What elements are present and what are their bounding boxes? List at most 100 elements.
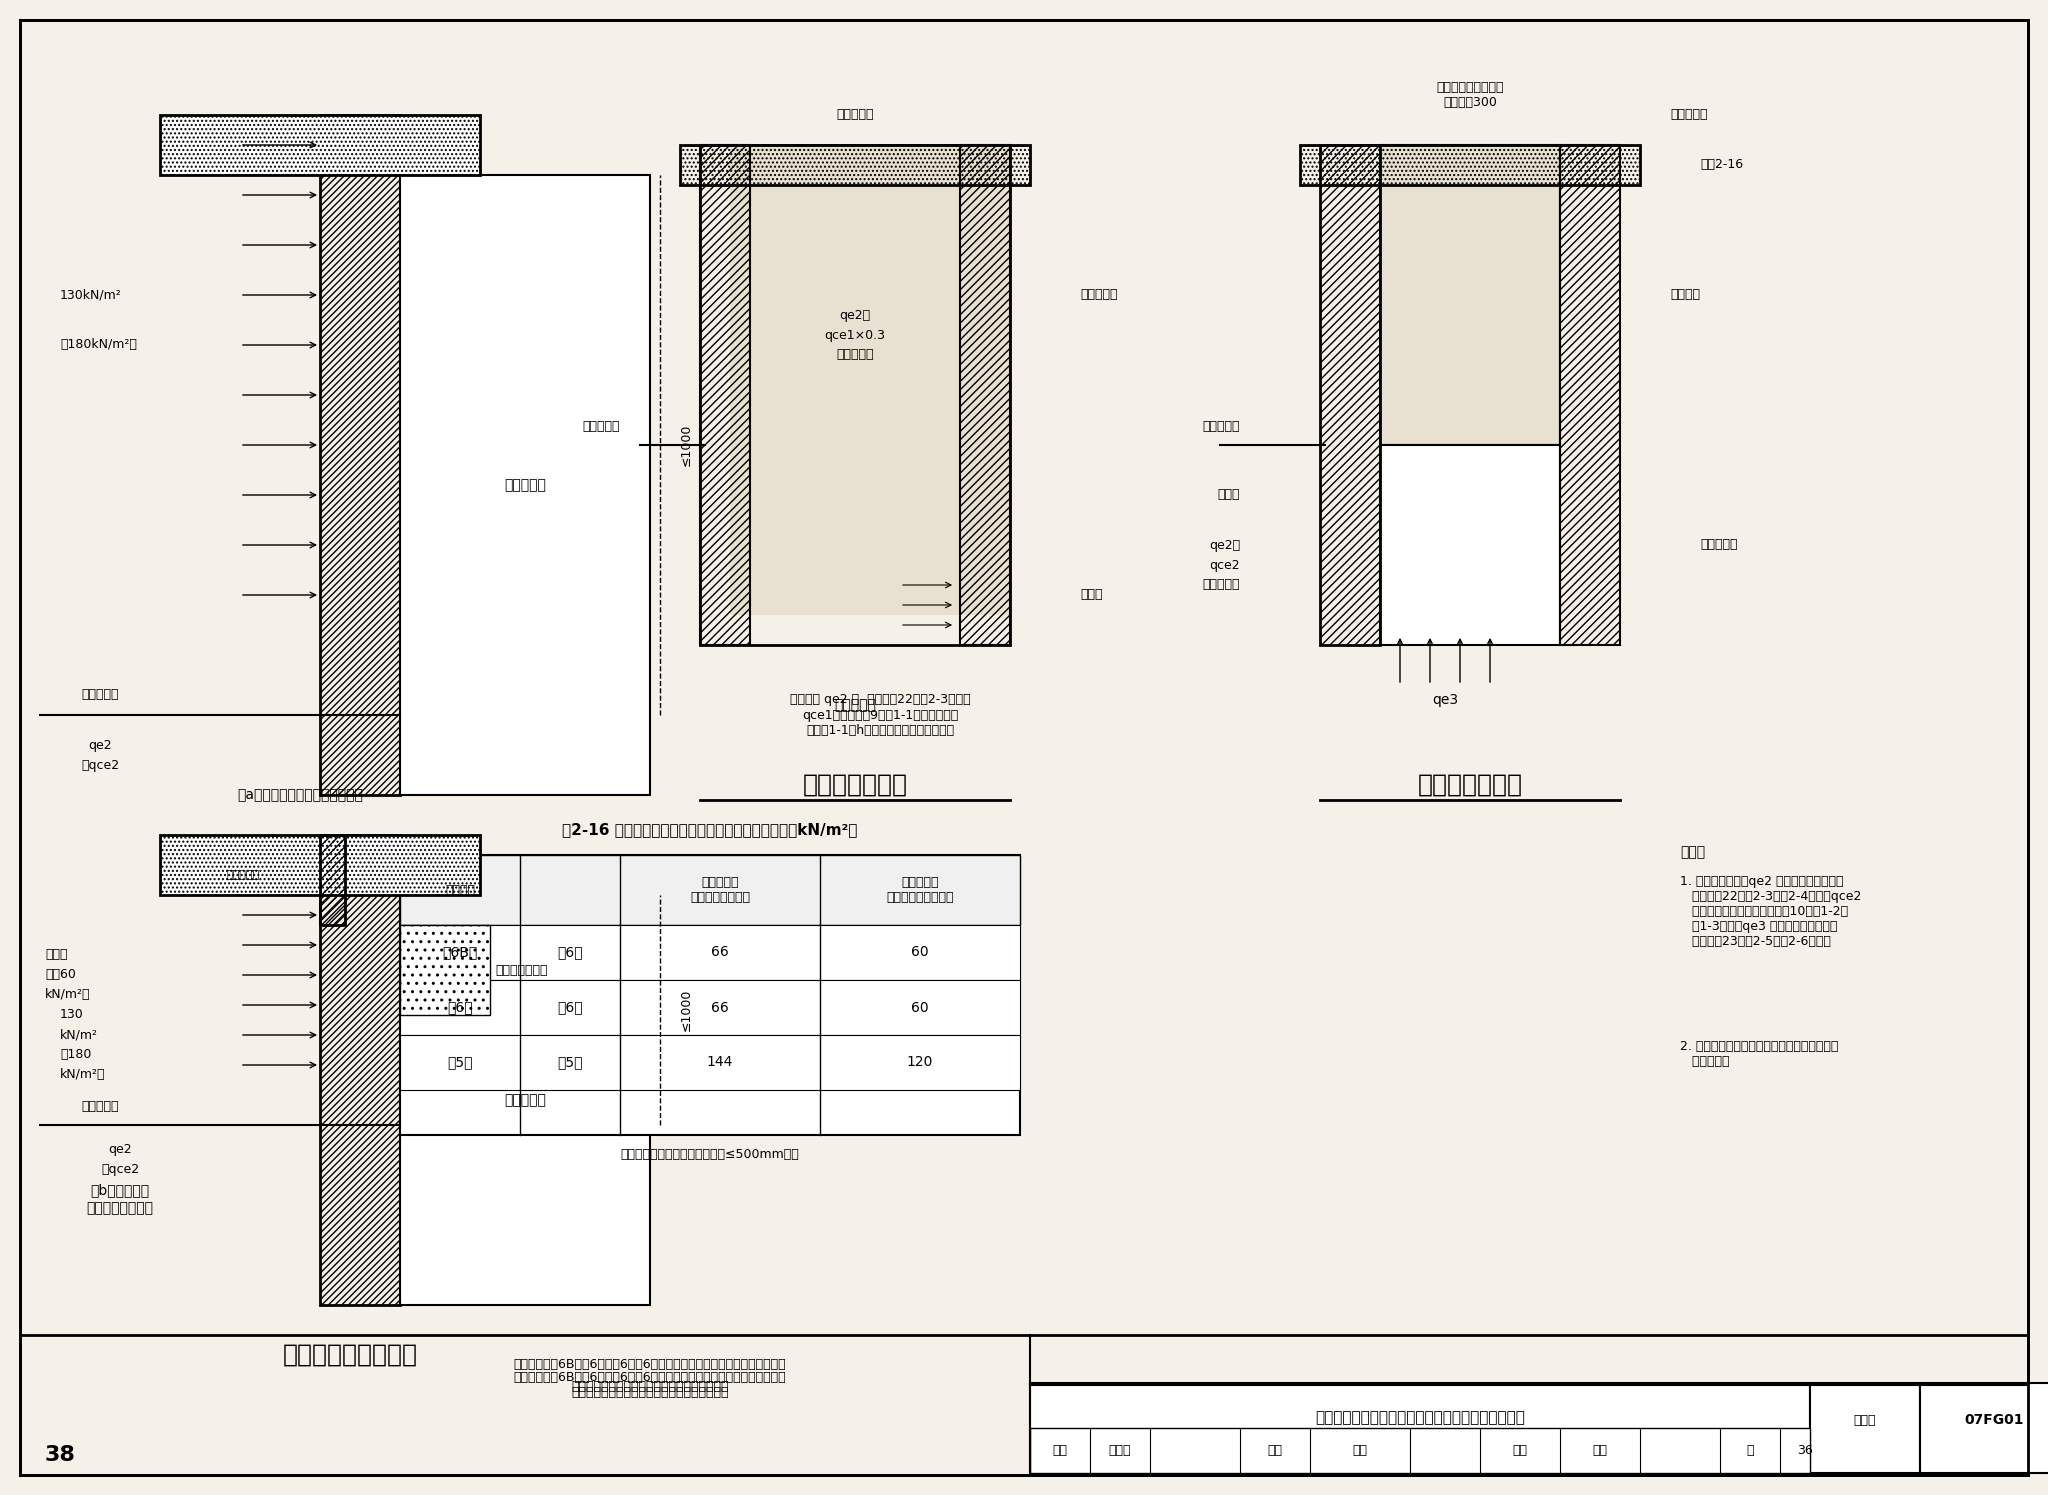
Text: 见表2-16: 见表2-16 bbox=[1700, 158, 1743, 172]
Text: 郭莉: 郭莉 bbox=[1593, 1444, 1608, 1458]
Text: 带＊为常规武器爆炸作用下的等效静荷载标准值: 带＊为常规武器爆炸作用下的等效静荷载标准值 bbox=[571, 1380, 729, 1393]
Bar bbox=[1921, 1383, 2048, 1473]
Text: 防空地下室: 防空地下室 bbox=[504, 478, 547, 492]
Text: 校对: 校对 bbox=[1268, 1444, 1282, 1458]
Text: 防空地下室: 防空地下室 bbox=[1700, 538, 1737, 552]
Text: 120: 120 bbox=[907, 1055, 934, 1069]
Bar bbox=[680, 145, 1030, 185]
Bar bbox=[1030, 1428, 1810, 1473]
Text: 注：图中 qe2 按  本图集第22页表2-3采用，
qce1按本图集第9页表1-1中数值采用，
此时表1-1中h取挡窗板中心处填土深度。: 注：图中 qe2 按 本图集第22页表2-3采用， qce1按本图集第9页表1-… bbox=[791, 694, 971, 737]
Text: 防护挡窗板: 防护挡窗板 bbox=[227, 870, 260, 881]
Bar bbox=[729, 145, 1010, 614]
Text: 战时半填土窗井: 战时半填土窗井 bbox=[1417, 773, 1522, 797]
Bar bbox=[319, 836, 344, 925]
Text: 负向动: 负向动 bbox=[45, 948, 68, 961]
Text: 常5级: 常5级 bbox=[557, 1055, 584, 1069]
Text: 或180: 或180 bbox=[59, 1048, 92, 1061]
Bar bbox=[1030, 1383, 1810, 1473]
Text: 反力60: 反力60 bbox=[45, 969, 76, 982]
Text: 高出地平面的采光窗: 高出地平面的采光窗 bbox=[283, 1343, 418, 1366]
Text: 临战时填土: 临战时填土 bbox=[1669, 109, 1708, 121]
Text: 表2-16 通风采光窗井盖板的垂直等效静荷载标准值（kN/m²）: 表2-16 通风采光窗井盖板的垂直等效静荷载标准值（kN/m²） bbox=[563, 822, 858, 837]
Text: 审核: 审核 bbox=[1053, 1444, 1067, 1458]
Text: 萧蒹: 萧蒹 bbox=[1352, 1444, 1368, 1458]
Text: 66: 66 bbox=[711, 1000, 729, 1015]
Text: 等效静荷载示意图: 等效静荷载示意图 bbox=[86, 1200, 154, 1215]
Text: 核5级: 核5级 bbox=[446, 1055, 473, 1069]
Text: 于晓音: 于晓音 bbox=[1108, 1444, 1130, 1458]
Text: 外墙计算中
考虑上部建筑影响: 外墙计算中 考虑上部建筑影响 bbox=[690, 876, 750, 904]
Bar bbox=[961, 145, 1010, 644]
Text: 抗力级别: 抗力级别 bbox=[444, 884, 475, 897]
Text: qe2与: qe2与 bbox=[1208, 538, 1239, 552]
Text: 防空地下室: 防空地下室 bbox=[504, 1093, 547, 1106]
Text: kN/m²＊: kN/m²＊ bbox=[59, 1069, 106, 1081]
Bar bbox=[1380, 145, 1561, 446]
Text: 说明：: 说明： bbox=[1679, 845, 1706, 860]
Text: kN/m²＊: kN/m²＊ bbox=[45, 988, 90, 1002]
Bar bbox=[160, 115, 479, 175]
Text: qe2: qe2 bbox=[109, 1144, 131, 1157]
Text: 中的较大值: 中的较大值 bbox=[1202, 579, 1239, 592]
Text: 甲类防空地下室通风采光窗井等效静荷载标准示意图: 甲类防空地下室通风采光窗井等效静荷载标准示意图 bbox=[1315, 1410, 1526, 1426]
Text: qce1×0.3: qce1×0.3 bbox=[825, 329, 885, 341]
Text: 60: 60 bbox=[911, 945, 930, 960]
Text: 设计: 设计 bbox=[1513, 1444, 1528, 1458]
Text: 1. 除图中注明外，qe2 根据工程实际情况按
   本图集第22页表2-3、表2-4采用，qce2
   根据工程实际情况按本图集第10页表1-2、
   表: 1. 除图中注明外，qe2 根据工程实际情况按 本图集第22页表2-3、表2-4… bbox=[1679, 875, 1862, 948]
Text: 中的较大值: 中的较大值 bbox=[836, 348, 874, 362]
Bar bbox=[1810, 1383, 1921, 1473]
Text: 或180kN/m²＊: 或180kN/m²＊ bbox=[59, 338, 137, 351]
Text: ≤1000: ≤1000 bbox=[680, 988, 692, 1032]
Bar bbox=[399, 175, 649, 795]
Text: 防护盖板上覆土厚度
不宜小于300: 防护盖板上覆土厚度 不宜小于300 bbox=[1436, 81, 1503, 109]
Text: 核6级: 核6级 bbox=[446, 1000, 473, 1015]
Text: 或qce2: 或qce2 bbox=[82, 758, 119, 771]
Text: qe2与: qe2与 bbox=[840, 308, 870, 321]
Text: （仅适用于核6B级常6级及核6级常6级防空地下室，且上部建筑为砌体结构）
带＊为常规武器爆炸作用下的等效静荷载标准值: （仅适用于核6B级常6级及核6级常6级防空地下室，且上部建筑为砌体结构） 带＊为… bbox=[514, 1371, 786, 1399]
Text: 战时全填土窗井: 战时全填土窗井 bbox=[803, 773, 907, 797]
Bar bbox=[700, 145, 750, 644]
Bar bbox=[1561, 145, 1620, 644]
Text: 或qce2: 或qce2 bbox=[100, 1163, 139, 1177]
Text: 36: 36 bbox=[1798, 1444, 1812, 1458]
Text: 常6级: 常6级 bbox=[557, 1000, 584, 1015]
Text: 室外地平面: 室外地平面 bbox=[82, 689, 119, 701]
Text: （b）挡窗板上: （b）挡窗板上 bbox=[90, 1183, 150, 1197]
Text: 60: 60 bbox=[911, 1000, 930, 1015]
Bar bbox=[399, 1035, 1020, 1090]
Text: 临战时填土: 临战时填土 bbox=[836, 109, 874, 121]
Bar bbox=[160, 836, 479, 896]
Text: 防护挡窗板: 防护挡窗板 bbox=[1079, 289, 1118, 302]
Text: kN/m²: kN/m² bbox=[59, 1029, 98, 1042]
Text: 防空地下室: 防空地下室 bbox=[834, 698, 877, 712]
Text: 室外地平面: 室外地平面 bbox=[1202, 420, 1239, 434]
Text: 常6级: 常6级 bbox=[557, 945, 584, 960]
Text: 临战时砌体封堵: 临战时砌体封堵 bbox=[496, 963, 547, 976]
Bar bbox=[399, 896, 649, 1305]
Text: 室外地平面: 室外地平面 bbox=[582, 420, 621, 434]
Bar bbox=[1300, 145, 1640, 185]
Text: 130: 130 bbox=[59, 1009, 84, 1021]
Text: 2. 图中带＊为常规武器爆炸作用下的等效静荷
   载标准值。: 2. 图中带＊为常规武器爆炸作用下的等效静荷 载标准值。 bbox=[1679, 1041, 1839, 1067]
Text: 66: 66 bbox=[711, 945, 729, 960]
Text: 图集号: 图集号 bbox=[1853, 1413, 1876, 1426]
Bar bbox=[319, 115, 399, 795]
Text: 外墙计算中
不考虑上部建筑影响: 外墙计算中 不考虑上部建筑影响 bbox=[887, 876, 954, 904]
Text: 核6B级: 核6B级 bbox=[442, 945, 477, 960]
Text: 防护墙: 防护墙 bbox=[1079, 589, 1102, 601]
Bar bbox=[1321, 145, 1380, 644]
Text: 室外地平面: 室外地平面 bbox=[82, 1100, 119, 1114]
Text: 07FG01: 07FG01 bbox=[1964, 1413, 2023, 1428]
Text: （仅适用于核6B级常6级及核6级常6级防空地下室，且上部建筑为砌体结构）: （仅适用于核6B级常6级及核6级常6级防空地下室，且上部建筑为砌体结构） bbox=[514, 1359, 786, 1371]
Text: 防护盖板: 防护盖板 bbox=[1669, 289, 1700, 302]
Bar bbox=[399, 855, 1020, 925]
Text: qe2: qe2 bbox=[88, 739, 113, 752]
Text: 页: 页 bbox=[1747, 1444, 1753, 1458]
Bar bbox=[700, 145, 1010, 644]
Bar bbox=[319, 836, 399, 1305]
Bar bbox=[160, 115, 479, 175]
Text: 38: 38 bbox=[45, 1446, 76, 1465]
Text: 130kN/m²: 130kN/m² bbox=[59, 289, 121, 302]
Text: 注：本表适用于盖板上覆土厚度≤500mm时。: 注：本表适用于盖板上覆土厚度≤500mm时。 bbox=[621, 1148, 799, 1162]
Text: （a）外墙板上等效静荷载示意图: （a）外墙板上等效静荷载示意图 bbox=[238, 788, 362, 801]
